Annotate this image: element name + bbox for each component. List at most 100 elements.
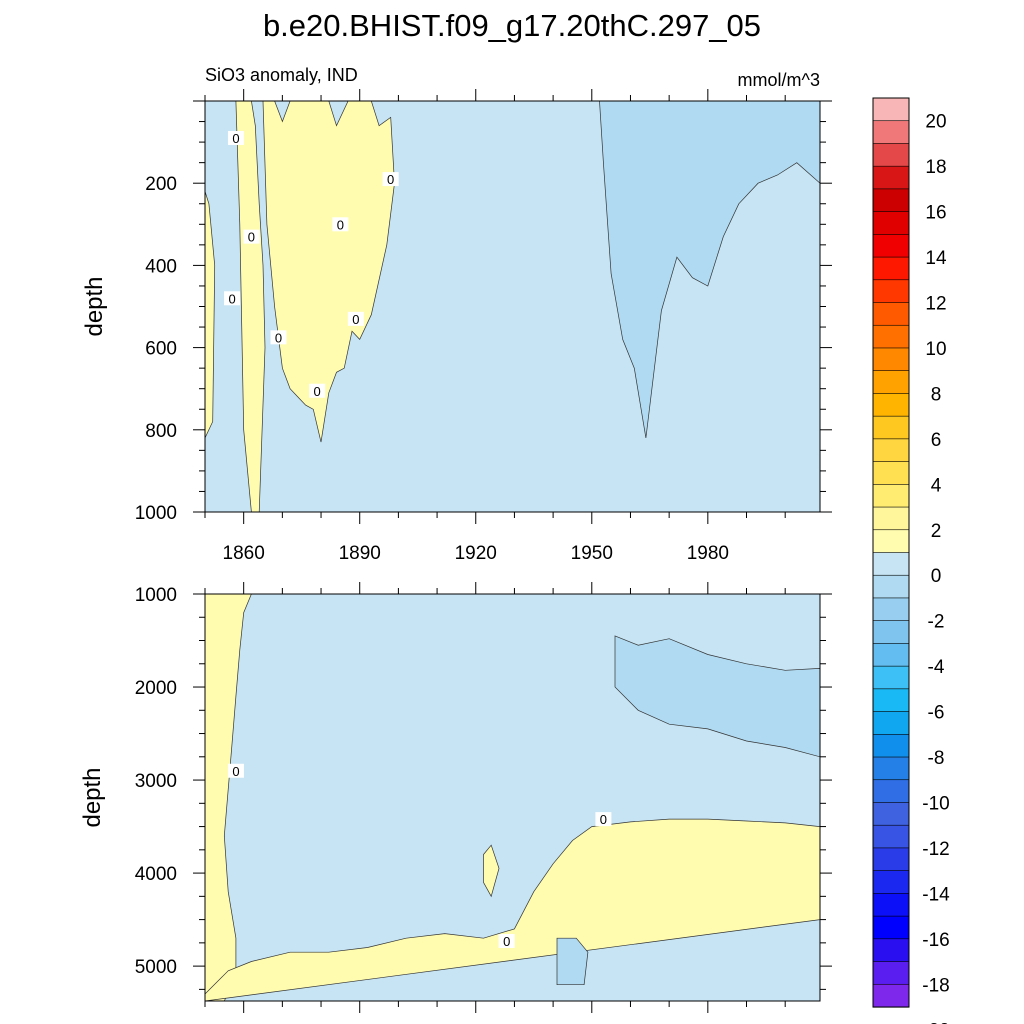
y-tick-label: 600 <box>145 339 177 360</box>
colorbar-label: 12 <box>925 294 946 315</box>
colorbar-label: 6 <box>931 430 942 451</box>
colorbar-label: -10 <box>922 793 949 814</box>
contour-region-1 <box>235 101 266 512</box>
contour-region-0 <box>205 191 216 439</box>
contour-region-2 <box>262 101 395 443</box>
colorbar-swatch <box>872 643 910 667</box>
contour-region-2 <box>483 844 500 898</box>
colorbar-swatch <box>872 370 910 395</box>
colorbar-label: -6 <box>928 703 945 724</box>
contour-region-1 <box>205 818 820 1001</box>
colorbar-swatch <box>872 347 910 372</box>
contour-label: 0 <box>352 312 359 327</box>
colorbar-swatch <box>872 324 910 349</box>
right-subtitle: mmol/m^3 <box>738 70 820 90</box>
x-tick-label: 1860 <box>223 543 265 564</box>
colorbar-label: -18 <box>922 975 949 996</box>
contour-label-box <box>347 311 364 326</box>
colorbar-frame <box>872 97 910 1008</box>
colorbar-swatch <box>872 938 910 963</box>
x-tick-label: 1890 <box>339 543 381 564</box>
contour-label: 0 <box>232 764 239 779</box>
colorbar-swatch <box>872 97 910 122</box>
colorbar-swatch <box>872 711 910 735</box>
contour-region-3 <box>614 635 820 758</box>
y-tick-label: 200 <box>145 174 177 195</box>
colorbar-swatch <box>872 824 910 849</box>
colorbar: 20181614121086420-2-4-6-8-10-12-14-16-18… <box>872 97 950 1024</box>
colorbar-swatch <box>872 688 910 713</box>
y-tick-label: 800 <box>145 421 177 442</box>
colorbar-label: 8 <box>931 384 942 405</box>
colorbar-label: -2 <box>928 612 945 633</box>
contour-label: 0 <box>387 172 394 187</box>
colorbar-swatch <box>872 415 910 440</box>
colorbar-swatch <box>872 961 910 985</box>
contour-region-4 <box>556 937 589 986</box>
colorbar-swatch <box>872 552 910 576</box>
colorbar-swatch <box>872 983 910 1008</box>
colorbar-label: 14 <box>925 248 947 269</box>
contour-label-box <box>595 812 612 827</box>
colorbar-label: -14 <box>922 884 950 905</box>
contour-label-box <box>224 291 241 306</box>
colorbar-label: -8 <box>928 748 945 769</box>
left-subtitle: SiO3 anomaly, IND <box>205 65 358 85</box>
contour-region-3 <box>599 101 820 439</box>
contour-label: 0 <box>600 812 607 827</box>
colorbar-label: 18 <box>925 157 946 178</box>
contour-label-box <box>227 763 244 778</box>
contour-label-box <box>382 172 399 187</box>
colorbar-swatch <box>872 438 910 463</box>
y-tick-label: 400 <box>145 256 177 277</box>
colorbar-label: -12 <box>922 839 949 860</box>
colorbar-swatch <box>872 597 910 622</box>
y-tick-label: 4000 <box>135 864 177 885</box>
contour-label-box <box>243 229 260 244</box>
contour-label: 0 <box>248 230 255 245</box>
contour-label-box <box>270 330 287 345</box>
x-tick-label: 1950 <box>571 543 613 564</box>
colorbar-swatch <box>872 574 910 599</box>
y-axis-label: depth <box>79 767 106 827</box>
y-tick-label: 1000 <box>135 585 177 606</box>
colorbar-swatch <box>872 870 910 894</box>
upper-panel: 0 0 0 0 0 0 0 0 1860 1890 1920 1950 1980 200 400 600 800… <box>81 89 832 564</box>
colorbar-swatch <box>872 802 910 826</box>
contour-label: 0 <box>503 934 510 949</box>
y-tick-label: 1000 <box>135 503 177 524</box>
colorbar-swatch <box>872 529 910 554</box>
contour-label-box <box>332 217 349 232</box>
y-tick-label: 5000 <box>135 957 177 978</box>
contour-label: 0 <box>275 330 282 345</box>
colorbar-swatch <box>872 234 910 258</box>
colorbar-swatch <box>872 506 910 531</box>
colorbar-label: 4 <box>931 475 942 496</box>
y-axis-label: depth <box>81 276 108 336</box>
colorbar-label: 16 <box>925 203 946 224</box>
colorbar-swatch <box>872 461 910 485</box>
colorbar-swatch <box>872 302 910 326</box>
y-tick-label: 3000 <box>135 771 177 792</box>
colorbar-label: 2 <box>931 521 942 542</box>
colorbar-swatch <box>872 893 910 917</box>
colorbar-label: -4 <box>928 657 945 678</box>
colorbar-swatch <box>872 120 910 145</box>
contour-label: 0 <box>337 217 344 232</box>
colorbar-label: -20 <box>922 1021 949 1024</box>
colorbar-swatch <box>872 165 910 190</box>
x-tick-label: 1920 <box>455 543 497 564</box>
colorbar-label: 20 <box>925 112 946 133</box>
contour-label-box <box>227 130 244 145</box>
contour-label-box <box>498 933 515 948</box>
colorbar-swatch <box>872 143 910 167</box>
colorbar-swatch <box>872 733 910 758</box>
contour-region-0 <box>205 594 252 1001</box>
y-tick-label: 2000 <box>135 678 177 699</box>
colorbar-swatch <box>872 915 910 940</box>
chart-title: b.e20.BHIST.f09_g17.20thC.297_05 <box>263 8 761 43</box>
colorbar-swatch <box>872 847 910 872</box>
colorbar-swatch <box>872 779 910 804</box>
colorbar-swatch <box>872 393 910 417</box>
